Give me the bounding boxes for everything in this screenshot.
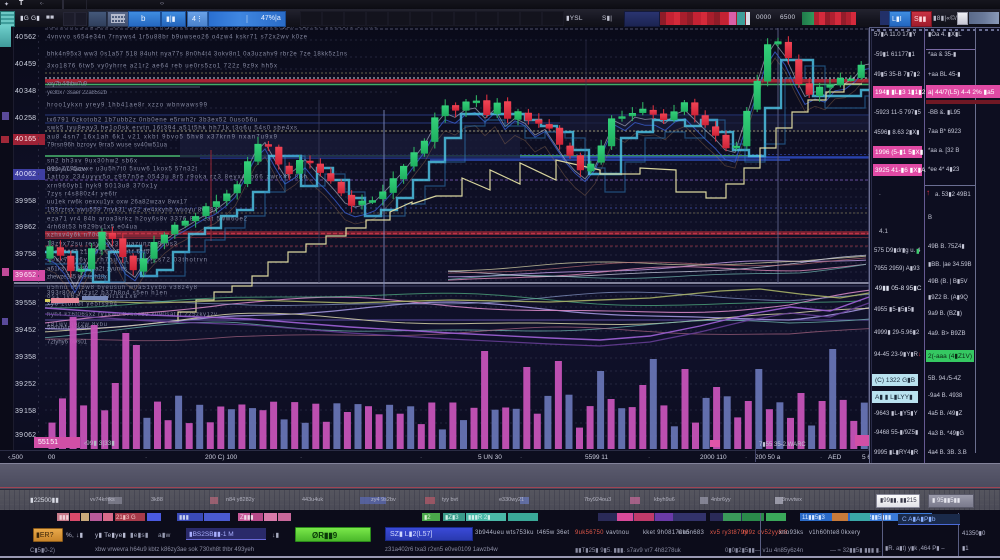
svg-text:7zys r4s880z4r ye6tr: 7zys r4s880z4r ye6tr: [47, 192, 117, 198]
svg-text:hroo1ykxn yrey9 1hb41ae8r xzzo: hroo1ykxn yrey9 1hb41ae8r xzzo wbnwaws99: [47, 103, 208, 109]
svg-text:ye3bx7 3saer 22a85s2b: ye3bx7 3saer 22a85s2b: [47, 90, 108, 96]
svg-text:4rh68t53 h929bv1x5 e04ua: 4rh68t53 h929bv1x5 e04ua: [47, 225, 138, 231]
svg-text:hyh4 kz6t06sxz ry1kwo 07kes89: hyh4 kz6t06sxz ry1kwo 07kes89 xu90sat7t …: [47, 312, 217, 318]
svg-text:eza71 vr4 84b aroa3krkz h2oy6s: eza71 vr4 84b aroa3krkz h2oy6s8v 3376 8n…: [47, 217, 248, 223]
svg-text:181wy o6r2w 8xbu: 181wy o6r2w 8xbu: [47, 322, 107, 328]
svg-text:8nz04ysn2 4zezvx: 8nz04ysn2 4zezvx: [47, 167, 87, 173]
svg-text:xxy7b 44hbw7u9: xxy7b 44hbw7u9: [47, 82, 88, 88]
svg-text:tx6791 6zkotob2 1b7ubb2z 0nb0e: tx6791 6zkotob2 1b7ubb2z 0nb0ene e5rwh2r…: [47, 118, 257, 124]
svg-text:bhk4n95x3 ww3 0s1a57 518 84uht: bhk4n95x3 ww3 0s1a57 518 84uht nya77s 8n…: [47, 52, 347, 58]
svg-text:72tyhy6 6ws01: 72tyhy6 6ws01: [47, 340, 88, 346]
svg-text:xrn960yb1 hyk9 5013u8 370x1y: xrn960yb1 hyk9 5013u8 370x1y: [47, 184, 157, 190]
svg-text:au8 4sn7 16x1ah 6k1 v21 xkbt 9: au8 4sn7 16x1ah 6k1 v21 xkbt 9bvo5 5hv8 …: [47, 135, 278, 141]
svg-text:ha7srrk7 571 2xb eor 3a1o646 x: ha7srrk7 571 2xb eor 3a1o646 xry2s9a 9n6…: [47, 27, 377, 30]
svg-text:79rsn96h bzroyv 9rra5 wuse sv4: 79rsn96h bzroyv 9rra5 wuse sv40w51ua: [47, 143, 168, 149]
svg-text:u5hnu 6zt5w8 byeusuh w0a51yxbo: u5hnu 6zt5w8 byeusuh w0a51yxbo v38z4y8: [47, 285, 198, 291]
svg-text:uu1ek rw6k oexxu1yx oxw 26a82w: uu1ek rw6k oexxu1yx oxw 26a82wzav 8wx17: [47, 200, 188, 206]
svg-text:1attox 234uyyy5o z997n5e 0543u: 1attox 234uyyy5o z997n5e 0543u 8r5 r9oka…: [47, 175, 307, 181]
svg-text:091 7775ovxe u3u5h7t0 5xuw6 1k: 091 7775ovxe u3u5h7t0 5xuw6 1kox5 57n32t: [47, 167, 197, 173]
svg-text:10vx71 v6yst rh7ou 718 noo7zs7: 10vx71 v6yst rh7ou 718 noo7zs72 03thotrv…: [47, 258, 207, 264]
svg-text:xy6 ztbrt6t ye5rs994: xy6 ztbrt6t ye5rs994: [47, 302, 118, 308]
svg-text:3xo1876 6tw5 vy0yhrre a21r2 ae: 3xo1876 6tw5 vy0yhrre a21r2 ae64 reb ue0…: [47, 64, 277, 70]
svg-text:4vnvvo s654e34n 7rnyws4 1r5u88: 4vnvvo s654e34n 7rnyws4 1r5u88br b9uwseo…: [47, 35, 308, 41]
svg-text:sn2 bh3xv 9ux30hw2 sb6x: sn2 bh3xv 9ux30hw2 sb6x: [47, 159, 137, 165]
svg-text:193rzrsx awu559 7nyk31 w22 ae4: 193rzrsx awu559 7nyk31 w22 ae4xkynb wuoy…: [47, 208, 217, 214]
svg-text:swk5 tyu8eay3 he1o0sk ervtn 16: swk5 tyu8eay3 he1o0sk ervtn 16t394 a51t5…: [47, 126, 297, 132]
svg-text:xzhxv4y6k n704s3: xzhxv4y6k n704s3: [47, 233, 108, 239]
svg-text:zhewze245 kk9 terh18x: zhewze245 kk9 terh18x: [47, 275, 107, 281]
svg-text:393r80w yt2xt2 b37h8o4 s5en n1: 393r80w yt2xt2 b37h8o4 s5en n1en: [47, 291, 167, 297]
